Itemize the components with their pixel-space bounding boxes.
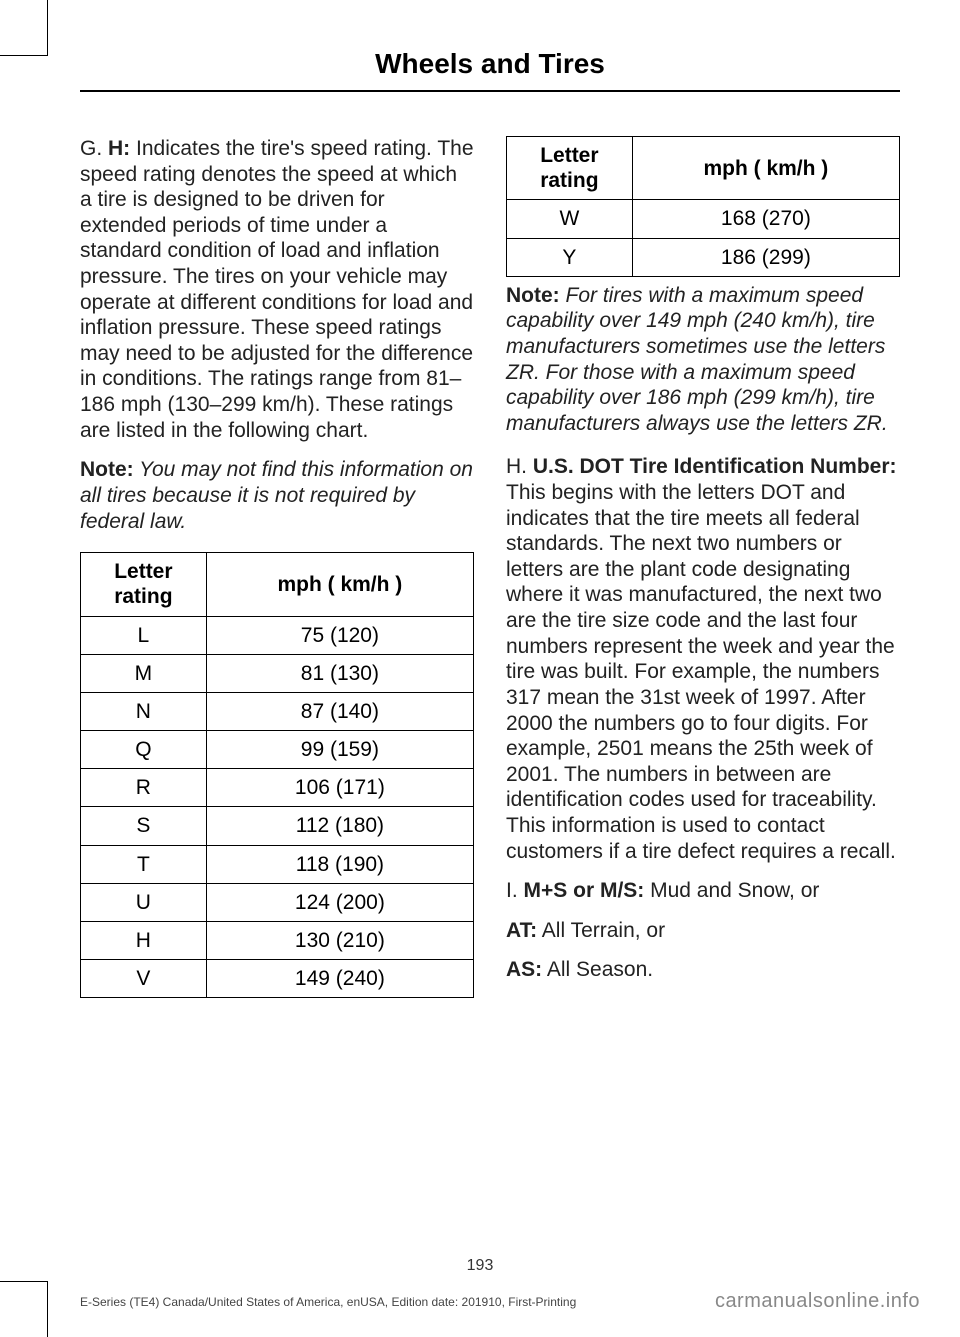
speed-cell: 81 (130) <box>206 654 473 692</box>
speed-cell: 99 (159) <box>206 731 473 769</box>
table-row: S112 (180) <box>81 807 474 845</box>
speed-cell: 124 (200) <box>206 883 473 921</box>
note-body: You may not find this information on all… <box>80 458 473 532</box>
table-row: U124 (200) <box>81 883 474 921</box>
speed-rating-table-left: Letter rating mph ( km/h ) L75 (120) M81… <box>80 552 474 998</box>
table-row: Y186 (299) <box>507 238 900 276</box>
rating-cell: V <box>81 960 207 998</box>
note-body: For tires with a maximum speed capabilit… <box>506 284 888 435</box>
table-row: V149 (240) <box>81 960 474 998</box>
table-row: L75 (120) <box>81 616 474 654</box>
note-zr: Note: For tires with a maximum speed cap… <box>506 283 900 437</box>
note-label: Note: <box>506 284 560 307</box>
col-header-speed: mph ( km/h ) <box>206 553 473 616</box>
col-header-rating: Letter rating <box>507 137 633 200</box>
col-header-rating: Letter rating <box>81 553 207 616</box>
paragraph-g: G. H: Indicates the tire's speed rating.… <box>80 136 474 443</box>
para-body: Mud and Snow, or <box>644 879 819 902</box>
para-bold-label: AS: <box>506 958 542 981</box>
table-row: Q99 (159) <box>81 731 474 769</box>
table-row: H130 (210) <box>81 922 474 960</box>
para-body: This begins with the letters DOT and ind… <box>506 481 896 863</box>
rating-cell: N <box>81 692 207 730</box>
table-header-row: Letter rating mph ( km/h ) <box>507 137 900 200</box>
page-title: Wheels and Tires <box>80 48 900 92</box>
paragraph-h: H. U.S. DOT Tire Identification Number: … <box>506 454 900 864</box>
page-number: 193 <box>0 1257 960 1275</box>
table-row: R106 (171) <box>81 769 474 807</box>
speed-cell: 186 (299) <box>632 238 899 276</box>
para-body: Indicates the tire's speed rating. The s… <box>80 137 474 442</box>
rating-cell: M <box>81 654 207 692</box>
speed-cell: 112 (180) <box>206 807 473 845</box>
para-prefix: G. <box>80 137 108 160</box>
paragraph-as: AS: All Season. <box>506 957 900 983</box>
note-label: Note: <box>80 458 134 481</box>
para-bold-label: M+S or M/S: <box>524 879 645 902</box>
para-bold-label: H: <box>108 137 130 160</box>
left-column: G. H: Indicates the tire's speed rating.… <box>80 136 474 1004</box>
table-row: T118 (190) <box>81 845 474 883</box>
footer-watermark: carmanualsonline.info <box>715 1290 920 1313</box>
page-container: Wheels and Tires G. H: Indicates the tir… <box>0 0 960 1337</box>
rating-cell: T <box>81 845 207 883</box>
rating-cell: L <box>81 616 207 654</box>
paragraph-at: AT: All Terrain, or <box>506 918 900 944</box>
table-row: N87 (140) <box>81 692 474 730</box>
rating-cell: R <box>81 769 207 807</box>
rating-cell: S <box>81 807 207 845</box>
rating-cell: Y <box>507 238 633 276</box>
speed-rating-table-right: Letter rating mph ( km/h ) W168 (270) Y1… <box>506 136 900 277</box>
rating-cell: H <box>81 922 207 960</box>
content-columns: G. H: Indicates the tire's speed rating.… <box>80 136 900 1004</box>
table-row: W168 (270) <box>507 200 900 238</box>
footer-edition: E-Series (TE4) Canada/United States of A… <box>80 1295 576 1309</box>
rating-cell: U <box>81 883 207 921</box>
para-body: All Terrain, or <box>537 919 665 942</box>
para-bold-label: AT: <box>506 919 537 942</box>
table-header-row: Letter rating mph ( km/h ) <box>81 553 474 616</box>
para-bold-label: U.S. DOT Tire Identification Number: <box>533 455 897 478</box>
speed-cell: 75 (120) <box>206 616 473 654</box>
para-body: All Season. <box>542 958 653 981</box>
speed-cell: 87 (140) <box>206 692 473 730</box>
speed-cell: 106 (171) <box>206 769 473 807</box>
rating-cell: Q <box>81 731 207 769</box>
right-column: Letter rating mph ( km/h ) W168 (270) Y1… <box>506 136 900 1004</box>
speed-cell: 168 (270) <box>632 200 899 238</box>
para-prefix: H. <box>506 455 533 478</box>
para-prefix: I. <box>506 879 524 902</box>
paragraph-i: I. M+S or M/S: Mud and Snow, or <box>506 878 900 904</box>
note-g: Note: You may not find this information … <box>80 457 474 534</box>
rating-cell: W <box>507 200 633 238</box>
col-header-speed: mph ( km/h ) <box>632 137 899 200</box>
speed-cell: 118 (190) <box>206 845 473 883</box>
speed-cell: 130 (210) <box>206 922 473 960</box>
table-row: M81 (130) <box>81 654 474 692</box>
speed-cell: 149 (240) <box>206 960 473 998</box>
